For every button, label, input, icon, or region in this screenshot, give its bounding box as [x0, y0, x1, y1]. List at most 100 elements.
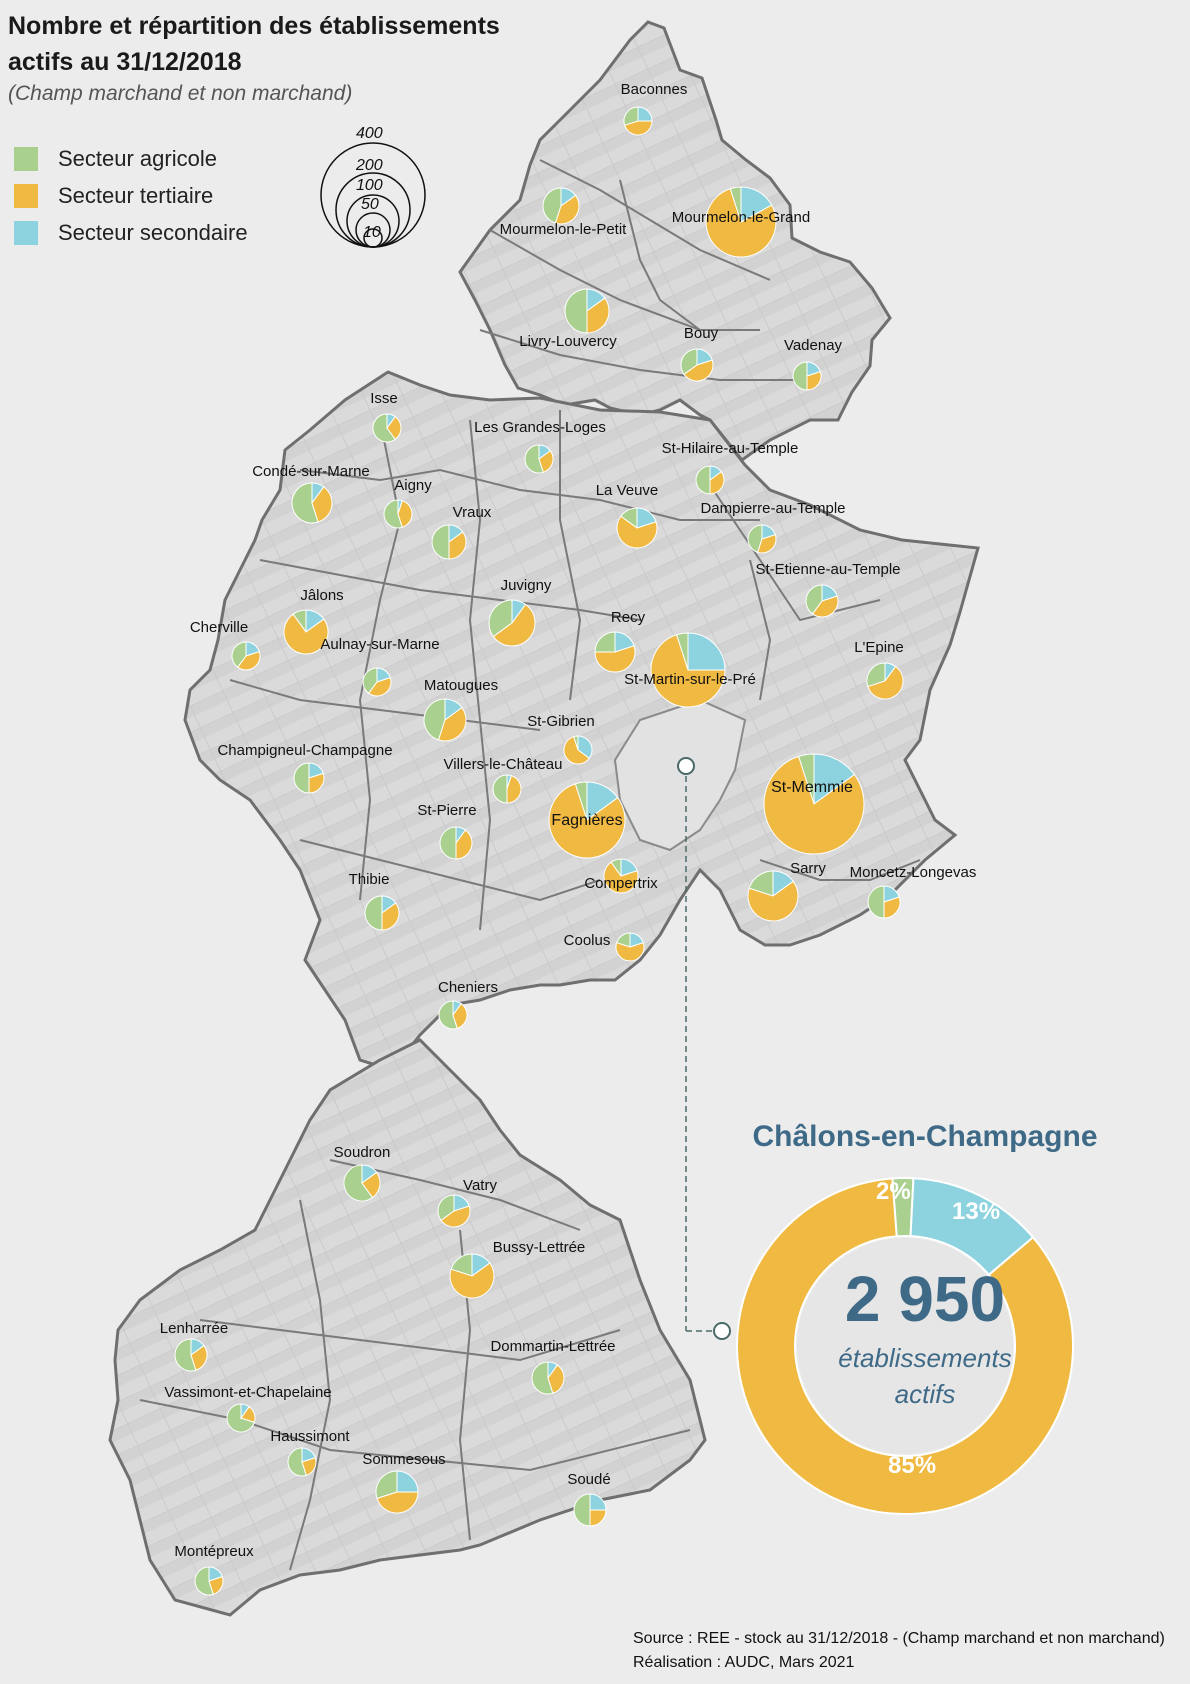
- pie-vatry: [437, 1194, 471, 1228]
- legend-item-tertiaire: Secteur tertiaire: [14, 183, 213, 209]
- legend-label-secondaire: Secteur secondaire: [58, 220, 248, 245]
- commune-label: Jâlons: [300, 587, 343, 604]
- pie-isse: [372, 413, 402, 443]
- commune-label: St-Martin-sur-le-Pré: [624, 671, 756, 688]
- pie-sommesous: [375, 1470, 419, 1514]
- pie-bouy: [680, 348, 714, 382]
- pie-slice-tert: [594, 645, 636, 673]
- commune-label: Vassimont-et-Chapelaine: [164, 1384, 331, 1401]
- donut-center: [797, 1238, 1013, 1454]
- commune-label: St-Memmie: [771, 779, 853, 796]
- pie-slice-tert: [547, 1364, 565, 1394]
- size-legend-label-200: 200: [356, 157, 383, 174]
- pie-slice-tert: [563, 736, 591, 765]
- legend-label-agricole: Secteur agricole: [58, 146, 217, 171]
- pie-slice-tert: [452, 1002, 468, 1029]
- pie-fagni-res: [548, 781, 626, 859]
- pie-slice-agri: [573, 1493, 591, 1527]
- territory-outline: [108, 20, 980, 1617]
- chalons-donut: [736, 1177, 1075, 1515]
- pie-st-pierre: [439, 826, 473, 860]
- pie-slice-tert: [376, 1491, 419, 1514]
- pie-slice-tert: [492, 603, 536, 647]
- pie-slice-agri: [293, 762, 310, 794]
- pie-sarry: [747, 870, 799, 922]
- pie-slice-tert: [867, 665, 904, 700]
- pie-slice-tert: [757, 534, 777, 554]
- pie-coolus: [615, 932, 645, 962]
- pie-slice-tert: [237, 651, 261, 671]
- pie-compertrix: [603, 858, 639, 894]
- pie-slice-agri: [867, 885, 885, 919]
- pie-mourmelon-le-petit: [542, 187, 580, 225]
- pie-slice-tert: [705, 188, 777, 258]
- pie-slice-agri: [375, 1470, 398, 1500]
- commune-label: St-Etienne-au-Temple: [755, 561, 900, 578]
- leader-line: [677, 757, 731, 1340]
- commune-label: Condé-sur-Marne: [252, 463, 370, 480]
- pie-slice-tert: [455, 829, 473, 860]
- pie-slice-tert: [811, 595, 839, 618]
- pie-bussy-lettr-e: [449, 1253, 495, 1299]
- size-legend-label-10: 10: [363, 224, 381, 241]
- pie-mont-preux: [194, 1566, 224, 1596]
- legend-swatch-secondaire: [14, 221, 38, 245]
- pie-baconnes: [623, 106, 653, 136]
- pie-soud-: [573, 1493, 607, 1527]
- source-note: Source : REE - stock au 31/12/2018 - (Ch…: [633, 1630, 1165, 1647]
- commune-label: Montépreux: [174, 1543, 254, 1560]
- pie-slice-tert: [381, 902, 400, 931]
- commune-label: Vraux: [453, 504, 492, 521]
- pie-cheniers: [438, 1000, 468, 1030]
- pie-slice-tert: [589, 1509, 607, 1527]
- commune-label: Mourmelon-le-Petit: [500, 221, 628, 238]
- pie-matougues: [423, 698, 467, 742]
- commune-label: St-Pierre: [417, 802, 476, 819]
- pie-slice-tert: [554, 194, 580, 225]
- pie-slice-agri: [488, 599, 513, 638]
- pie-slice-tert: [616, 515, 658, 549]
- commune-label: Juvigny: [501, 577, 552, 594]
- pie-cherville: [231, 641, 261, 671]
- pie-slice-sec: [396, 1470, 419, 1493]
- commune-label: L'Epine: [854, 639, 904, 656]
- realisation-note: Réalisation : AUDC, Mars 2021: [633, 1654, 855, 1671]
- pie-recy: [594, 631, 636, 673]
- commune-label: Aulnay-sur-Marne: [320, 636, 439, 653]
- pie-st-hilaire-au-temple: [695, 465, 725, 495]
- commune-label: Haussimont: [270, 1428, 350, 1445]
- pie-slice-tert: [548, 783, 626, 859]
- commune-label: St-Hilaire-au-Temple: [662, 440, 799, 457]
- commune-label: Coolus: [564, 932, 611, 949]
- commune-pies: [174, 106, 904, 1596]
- pie-slice-agri: [364, 895, 383, 931]
- pie-slice-agri: [542, 187, 562, 224]
- legend-item-secondaire: Secteur secondaire: [14, 220, 248, 246]
- pie-livry-louvercy: [564, 288, 610, 334]
- commune-label: Matougues: [424, 677, 498, 694]
- pie-slice-tert: [650, 634, 726, 708]
- pie-slice-tert: [240, 1405, 256, 1423]
- pie-thibie: [364, 895, 400, 931]
- pie-slice-tert: [883, 896, 901, 919]
- pie-lenharr-e: [174, 1338, 208, 1372]
- pie-slice-tert: [437, 706, 467, 742]
- pie-slice-tert: [440, 1205, 471, 1228]
- commune-labels: Baconnes Mourmelon-le-Grand Mourmelon-le-P…: [160, 81, 977, 1560]
- legend-swatch-agricole: [14, 147, 38, 171]
- pie-slice-tert: [506, 775, 522, 804]
- pie-slice-tert: [586, 297, 610, 334]
- pie-slice-tert: [603, 861, 639, 894]
- pie-slice-agri: [372, 413, 396, 443]
- pie-juvigny: [488, 599, 536, 647]
- commune-label: Thibie: [349, 871, 390, 888]
- pie-slice-tert: [386, 415, 402, 441]
- pie-les-grandes-loges: [524, 444, 554, 474]
- pie-slice-tert: [615, 942, 645, 962]
- map-subtitle: (Champ marchand et non marchand): [8, 82, 353, 105]
- pie-slice-agri: [423, 698, 446, 741]
- commune-label: Vadenay: [784, 337, 843, 354]
- pie-champigneul-champagne: [293, 762, 325, 794]
